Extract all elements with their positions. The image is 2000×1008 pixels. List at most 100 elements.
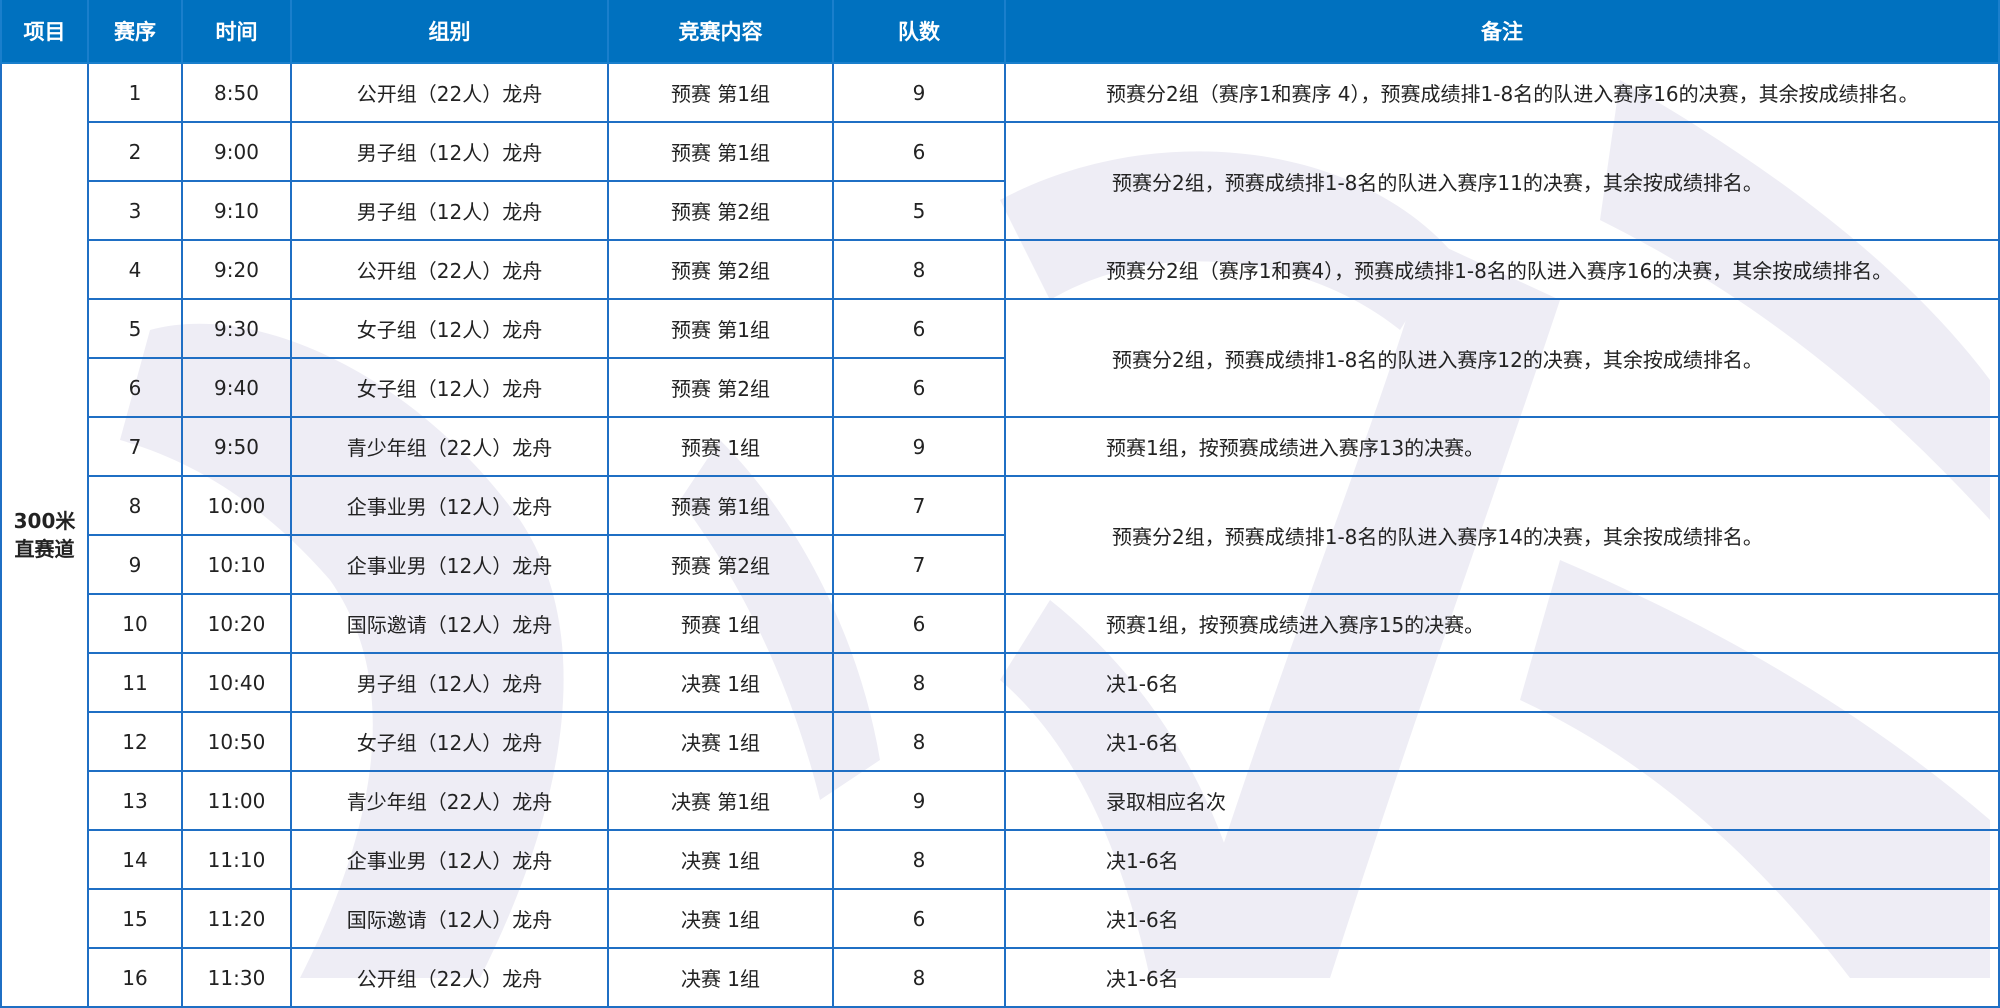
content-cell: 决赛 1组 — [607, 711, 834, 772]
seq-cell: 5 — [87, 298, 183, 359]
content-cell: 预赛 1组 — [607, 593, 834, 654]
content-cell: 决赛 1组 — [607, 829, 834, 890]
teams-cell: 9 — [832, 62, 1006, 123]
time-cell: 9:50 — [181, 416, 292, 477]
remark-cell: 预赛1组，按预赛成绩进入赛序13的决赛。 — [1004, 416, 2000, 477]
content-cell: 预赛 第2组 — [607, 357, 834, 418]
group-cell: 女子组（12人）龙舟 — [290, 357, 609, 418]
content-cell: 预赛 第2组 — [607, 180, 834, 241]
teams-cell: 9 — [832, 770, 1006, 831]
content-cell: 预赛 第1组 — [607, 121, 834, 182]
group-cell: 女子组（12人）龙舟 — [290, 298, 609, 359]
group-cell: 公开组（22人）龙舟 — [290, 62, 609, 123]
time-cell: 11:20 — [181, 888, 292, 949]
group-cell: 企事业男（12人）龙舟 — [290, 534, 609, 595]
time-cell: 10:00 — [181, 475, 292, 536]
header-teams: 队数 — [832, 0, 1006, 64]
seq-cell: 8 — [87, 475, 183, 536]
remark-cell: 预赛分2组，预赛成绩排1-8名的队进入赛序14的决赛，其余按成绩排名。 — [1004, 475, 2000, 595]
remark-cell: 决1-6名 — [1004, 652, 2000, 713]
table-row: 13 11:00 青少年组（22人）龙舟 决赛 第1组 9 录取相应名次 — [1, 770, 2000, 831]
header-time: 时间 — [181, 0, 292, 64]
remark-cell: 预赛分2组（赛序1和赛4），预赛成绩排1-8名的队进入赛序16的决赛，其余按成绩… — [1004, 239, 2000, 300]
teams-cell: 6 — [832, 121, 1006, 182]
time-cell: 11:00 — [181, 770, 292, 831]
time-cell: 10:10 — [181, 534, 292, 595]
group-cell: 国际邀请（12人）龙舟 — [290, 888, 609, 949]
seq-cell: 13 — [87, 770, 183, 831]
content-cell: 决赛 第1组 — [607, 770, 834, 831]
remark-cell: 预赛分2组，预赛成绩排1-8名的队进入赛序11的决赛，其余按成绩排名。 — [1004, 121, 2000, 241]
content-cell: 预赛 第2组 — [607, 534, 834, 595]
group-cell: 企事业男（12人）龙舟 — [290, 475, 609, 536]
group-cell: 公开组（22人）龙舟 — [290, 239, 609, 300]
teams-cell: 5 — [832, 180, 1006, 241]
seq-cell: 14 — [87, 829, 183, 890]
group-cell: 女子组（12人）龙舟 — [290, 711, 609, 772]
group-cell: 男子组（12人）龙舟 — [290, 121, 609, 182]
group-cell: 国际邀请（12人）龙舟 — [290, 593, 609, 654]
table-row: 10 10:20 国际邀请（12人）龙舟 预赛 1组 6 预赛1组，按预赛成绩进入赛序15… — [1, 593, 2000, 654]
table-row: 12 10:50 女子组（12人）龙舟 决赛 1组 8 决1-6名 — [1, 711, 2000, 772]
header-content: 竞赛内容 — [607, 0, 834, 64]
teams-cell: 6 — [832, 298, 1006, 359]
table-row: 9 10:10 企事业男（12人）龙舟 预赛 第2组 7 — [1, 534, 1999, 595]
teams-cell: 8 — [832, 829, 1006, 890]
remark-cell: 预赛1组，按预赛成绩进入赛序15的决赛。 — [1004, 593, 2000, 654]
table-row: 8 10:00 企事业男（12人）龙舟 预赛 第1组 7 预赛分2组，预赛成绩排1-8名的… — [1, 475, 2000, 595]
remark-cell: 录取相应名次 — [1004, 770, 2000, 831]
group-cell: 男子组（12人）龙舟 — [290, 652, 609, 713]
content-cell: 预赛 第1组 — [607, 298, 834, 359]
teams-cell: 9 — [832, 416, 1006, 477]
seq-cell: 7 — [87, 416, 183, 477]
project-line1: 300米 — [13, 509, 76, 533]
group-cell: 企事业男（12人）龙舟 — [290, 829, 609, 890]
time-cell: 9:10 — [181, 180, 292, 241]
teams-cell: 6 — [832, 357, 1006, 418]
teams-cell: 6 — [832, 888, 1006, 949]
table-row: 2 9:00 男子组（12人）龙舟 预赛 第1组 6 预赛分2组，预赛成绩排1-8名的队进… — [1, 121, 2000, 241]
time-cell: 9:00 — [181, 121, 292, 182]
teams-cell: 8 — [832, 711, 1006, 772]
table-row: 14 11:10 企事业男（12人）龙舟 决赛 1组 8 决1-6名 — [1, 829, 2000, 890]
seq-cell: 11 — [87, 652, 183, 713]
seq-cell: 4 — [87, 239, 183, 300]
content-cell: 预赛 第2组 — [607, 239, 834, 300]
seq-cell: 9 — [87, 534, 183, 595]
time-cell: 11:10 — [181, 829, 292, 890]
content-cell: 预赛 第1组 — [607, 475, 834, 536]
teams-cell: 8 — [832, 652, 1006, 713]
table-row: 6 9:40 女子组（12人）龙舟 预赛 第2组 6 — [1, 357, 1999, 418]
teams-cell: 7 — [832, 475, 1006, 536]
teams-cell: 8 — [832, 239, 1006, 300]
content-cell: 决赛 1组 — [607, 888, 834, 949]
header-group: 组别 — [290, 0, 609, 64]
table-row: 11 10:40 男子组（12人）龙舟 决赛 1组 8 决1-6名 — [1, 652, 2000, 713]
seq-cell: 15 — [87, 888, 183, 949]
seq-cell: 10 — [87, 593, 183, 654]
group-cell: 青少年组（22人）龙舟 — [290, 416, 609, 477]
time-cell: 8:50 — [181, 62, 292, 123]
time-cell: 10:20 — [181, 593, 292, 654]
time-cell: 9:20 — [181, 239, 292, 300]
seq-cell: 3 — [87, 180, 183, 241]
content-cell: 决赛 1组 — [607, 652, 834, 713]
teams-cell: 7 — [832, 534, 1006, 595]
table-row: 15 11:20 国际邀请（12人）龙舟 决赛 1组 6 决1-6名 — [1, 888, 2000, 949]
seq-cell: 12 — [87, 711, 183, 772]
time-cell: 9:30 — [181, 298, 292, 359]
table-row: 300米 直赛道 1 8:50 公开组（22人）龙舟 预赛 第1组 9 预赛分2组（赛序1和赛… — [0, 62, 2000, 1008]
time-cell: 9:40 — [181, 357, 292, 418]
seq-cell: 2 — [87, 121, 183, 182]
project-cell: 300米直赛道 — [0, 62, 89, 1008]
remark-cell: 预赛分2组，预赛成绩排1-8名的队进入赛序12的决赛，其余按成绩排名。 — [1004, 298, 2000, 418]
remark-cell: 决1-6名 — [1004, 829, 2000, 890]
project-line2: 直赛道 — [14, 537, 75, 561]
group-cell: 男子组（12人）龙舟 — [290, 180, 609, 241]
header-project: 项目 — [0, 0, 89, 64]
header-seq: 赛序 — [87, 0, 183, 64]
time-cell: 10:50 — [181, 711, 292, 772]
content-cell: 预赛 第1组 — [607, 62, 834, 123]
header-row: 项目 赛序 时间 组别 竞赛内容 队数 备注 — [0, 0, 2000, 64]
header-remark: 备注 — [1004, 0, 2000, 64]
